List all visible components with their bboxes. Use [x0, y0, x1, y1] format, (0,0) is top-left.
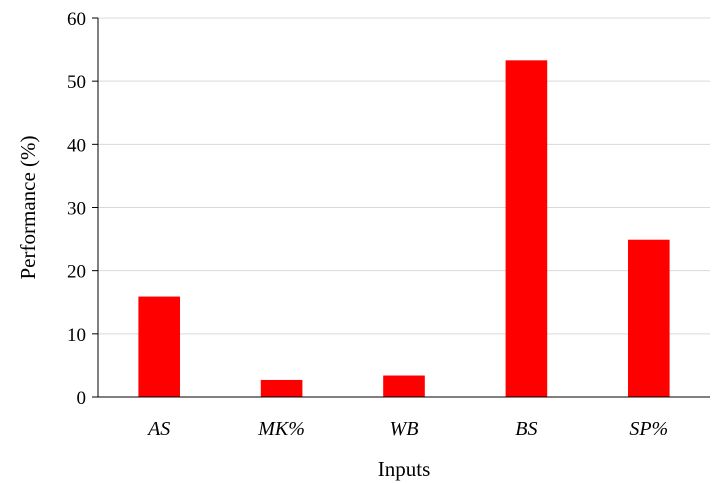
y-axis-ticks: 0 10 20 30 40 50 60 — [67, 9, 98, 409]
bar-mk-pct — [260, 379, 303, 397]
y-tick-label: 30 — [67, 199, 86, 220]
x-axis-category-labels: AS MK% WB BS SP% — [146, 418, 668, 440]
y-tick-label: 20 — [67, 262, 86, 283]
y-axis-title: Performance (%) — [16, 135, 40, 279]
gridlines — [98, 17, 710, 335]
x-category-label: WB — [390, 418, 419, 440]
x-category-label: MK% — [257, 418, 305, 440]
x-category-label: AS — [146, 418, 170, 440]
bar-as — [138, 296, 181, 397]
x-category-label: SP% — [629, 418, 668, 440]
y-tick-label: 0 — [77, 388, 87, 409]
x-category-label: BS — [515, 418, 537, 440]
bar-wb — [383, 375, 425, 397]
y-tick-label: 50 — [67, 72, 86, 93]
y-tick-label: 10 — [67, 325, 86, 346]
y-tick-label: 60 — [67, 9, 86, 30]
bar-sp-pct — [627, 239, 670, 397]
bar-bs — [505, 60, 548, 398]
x-axis-title: Inputs — [378, 457, 431, 481]
bars — [138, 60, 670, 398]
y-tick-label: 40 — [67, 135, 86, 156]
